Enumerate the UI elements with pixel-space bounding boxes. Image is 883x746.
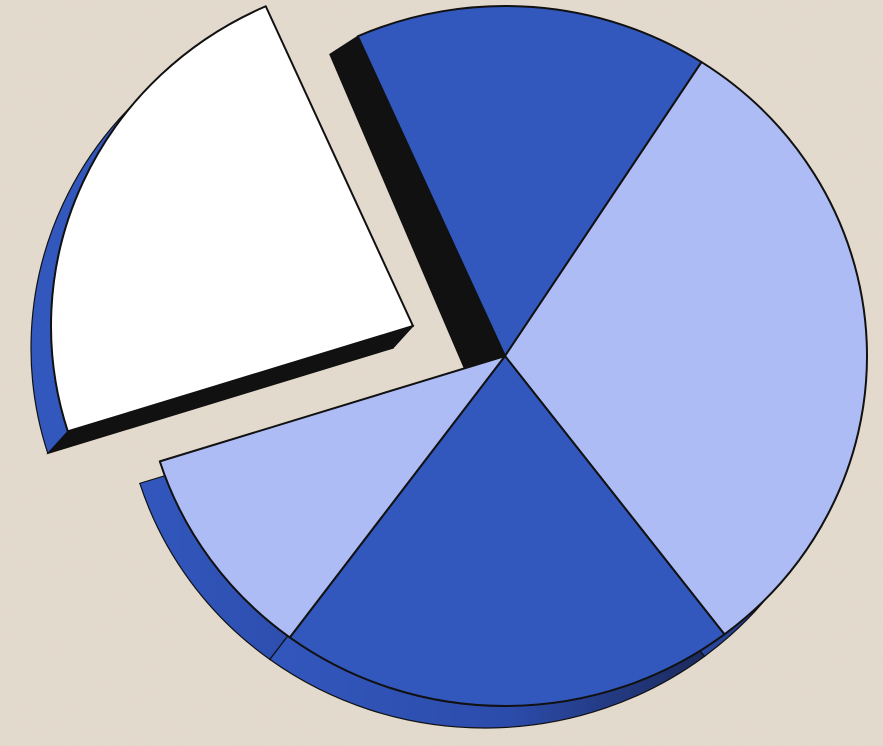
pie-slice-4 bbox=[158, 355, 506, 639]
pie-slices bbox=[50, 5, 868, 707]
pie-slice-1 bbox=[356, 5, 703, 357]
pie-slice-5 bbox=[50, 5, 414, 433]
pie-slice-2 bbox=[504, 61, 868, 636]
pie-slice-3 bbox=[288, 355, 726, 707]
